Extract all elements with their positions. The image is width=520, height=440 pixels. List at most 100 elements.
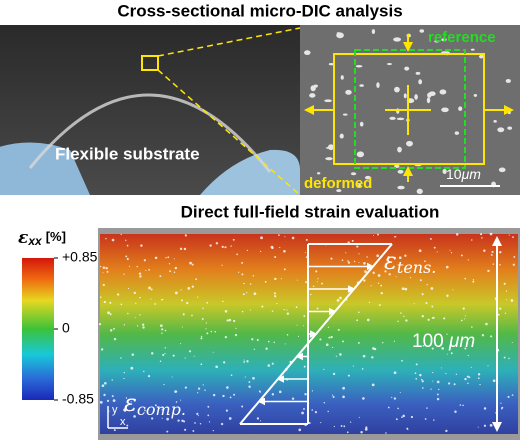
speckle: [271, 310, 274, 312]
speckle: [433, 419, 435, 421]
particle: [339, 133, 344, 139]
speckle: [163, 383, 165, 386]
speckle: [358, 261, 360, 264]
speckle: [273, 292, 276, 295]
particle: [478, 54, 484, 59]
speckle: [264, 281, 267, 283]
speckle: [512, 263, 515, 266]
speckle: [445, 265, 449, 269]
speckle: [332, 395, 335, 398]
particle: [328, 62, 335, 66]
thickness-unit: μm: [448, 331, 475, 352]
speckle: [491, 250, 494, 253]
speckle: [241, 405, 244, 408]
speckle: [380, 291, 383, 295]
speckle: [340, 424, 343, 427]
speckle: [256, 339, 259, 342]
speckle: [181, 326, 183, 328]
speckle: [419, 279, 422, 282]
particle: [404, 66, 410, 71]
speckle: [133, 415, 136, 418]
speckle: [194, 422, 196, 424]
speckle: [180, 299, 183, 302]
speckle: [120, 233, 122, 236]
speckle: [212, 430, 214, 432]
particle: [397, 146, 402, 153]
speckle: [221, 245, 224, 248]
speckle: [165, 257, 167, 259]
speckle: [352, 365, 355, 367]
speckle: [503, 356, 506, 359]
speckle: [126, 244, 129, 247]
speckle: [331, 346, 334, 349]
sem-image: reference deformed 10μm: [300, 25, 520, 195]
speckle: [317, 278, 319, 280]
tension-symbol: ε: [384, 247, 397, 275]
speckle: [154, 256, 158, 260]
speckle: [113, 429, 116, 432]
scale-bar-label: 10μm: [446, 166, 481, 182]
speckle: [404, 254, 407, 257]
particle: [418, 79, 423, 85]
speckle: [111, 395, 114, 398]
speckle: [387, 256, 390, 259]
bottom-title: Direct full-field strain evaluation: [181, 202, 440, 221]
speckle: [184, 234, 187, 237]
speckle: [459, 404, 462, 406]
speckle: [456, 338, 459, 341]
speckle: [387, 406, 390, 409]
speckle: [472, 280, 475, 283]
speckle: [161, 409, 163, 411]
speckle: [409, 276, 412, 279]
speckle: [235, 327, 237, 329]
speckle: [325, 343, 329, 347]
speckle: [356, 245, 359, 248]
speckle: [327, 410, 329, 413]
speckle: [167, 256, 170, 259]
speckle: [204, 389, 206, 391]
speckle: [297, 335, 300, 337]
particle: [403, 93, 407, 99]
speckle: [206, 332, 209, 335]
speckle: [347, 374, 350, 377]
speckle: [323, 402, 326, 404]
speckle: [130, 366, 134, 370]
speckle: [222, 300, 224, 303]
speckle: [377, 274, 381, 277]
speckle: [364, 428, 368, 431]
speckle: [208, 421, 211, 423]
speckle: [450, 352, 453, 355]
speckle: [418, 249, 422, 253]
speckle: [291, 397, 295, 400]
speckle: [415, 363, 418, 366]
speckle: [166, 417, 169, 421]
speckle: [151, 352, 154, 355]
speckle: [346, 431, 349, 434]
particle: [356, 151, 365, 158]
speckle: [351, 239, 354, 242]
speckle: [384, 270, 387, 273]
speckle: [315, 270, 318, 273]
speckle: [191, 263, 194, 266]
speckle: [105, 266, 108, 270]
speckle: [192, 430, 195, 432]
speckle: [102, 266, 106, 270]
speckle: [189, 261, 192, 265]
speckle: [347, 260, 349, 262]
speckle: [161, 328, 164, 331]
speckle: [452, 289, 454, 291]
speckle: [310, 293, 312, 296]
speckle: [424, 260, 426, 263]
particle: [364, 175, 371, 180]
speckle: [298, 428, 302, 432]
speckle: [385, 432, 387, 434]
speckle: [249, 283, 252, 285]
speckle: [187, 287, 191, 290]
reference-label: reference: [428, 29, 496, 46]
speckle: [403, 315, 405, 317]
speckle: [274, 255, 277, 259]
speckle: [431, 305, 434, 308]
speckle: [489, 232, 493, 236]
speckle: [460, 254, 463, 257]
colorbar-tick-label: -0.85: [62, 391, 94, 407]
